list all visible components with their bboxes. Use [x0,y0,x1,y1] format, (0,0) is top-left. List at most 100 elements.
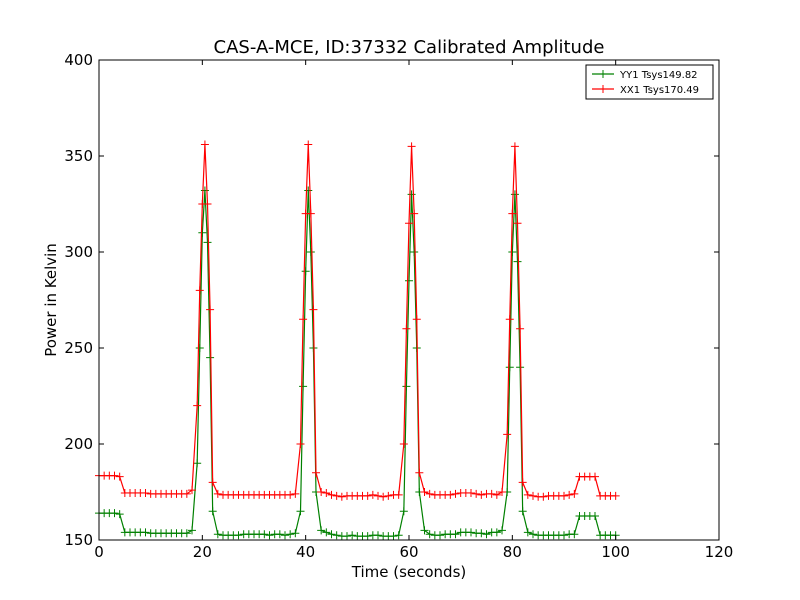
data-point [213,489,222,498]
data-point [291,529,300,538]
data-point [446,490,455,499]
data-point [200,186,209,195]
data-point [327,530,336,539]
data-point [337,492,346,501]
data-point [301,267,310,276]
data-point [394,490,403,499]
data-point [467,528,475,537]
data-point [402,324,411,333]
data-point [407,190,416,199]
data-point [374,491,382,500]
data-point [518,507,527,516]
data-point [498,526,506,535]
data-point [492,490,501,499]
data-point [508,248,517,256]
data-point [281,531,289,540]
data-point [415,468,424,477]
data-point [379,492,388,501]
data-point [208,478,217,487]
data-point [309,305,318,314]
data-point [513,219,522,228]
data-point [193,401,202,410]
data-point [260,530,269,539]
data-point [327,490,336,499]
data-point [312,468,320,477]
data-point [200,140,209,149]
y-axis-label: Power in Kelvin [42,243,60,357]
data-point [591,472,599,481]
data-point [482,530,491,539]
data-point [182,529,191,538]
data-point [317,488,326,496]
legend-box [585,64,714,100]
y-tick-label: 350 [64,147,93,165]
legend-marker [599,85,607,93]
x-tick-label: 20 [193,543,212,561]
data-point [510,142,519,151]
data-point [591,512,599,520]
ticks-layer: 0 20 40 60 80 100 120 150 200 250 300 350 400 [64,51,733,561]
data-point [213,530,222,539]
data-point [363,491,372,500]
data-point [110,509,119,518]
data-point [317,526,326,535]
data-point [363,532,372,541]
data-point [402,382,411,391]
data-point [193,459,202,468]
data-point [394,531,403,540]
data-point [332,491,341,500]
data-point [206,305,215,314]
data-point [275,530,284,539]
data-point [410,248,419,256]
data-point [304,186,313,195]
data-point [332,531,341,540]
data-point [565,490,574,499]
series-1 [95,140,620,501]
data-point [508,209,517,218]
legend-marker [599,70,607,78]
data-point [560,531,568,540]
data-point [203,238,212,247]
y-tick-label: 150 [64,531,93,549]
y-tick-label: 200 [64,435,93,453]
data-point [523,490,532,499]
data-point [412,315,421,324]
data-point [389,532,398,541]
x-tick-label: 120 [705,543,734,561]
data-point [115,472,124,481]
data-point [198,228,207,237]
data-point [529,530,537,539]
data-point [425,530,434,539]
data-point [304,140,313,149]
data-point [467,488,475,497]
x-tick-label: 40 [296,543,315,561]
data-point [420,526,429,535]
data-point [299,315,308,324]
data-point [570,530,579,539]
data-point [265,531,274,540]
data-point [115,510,124,519]
data-point [306,248,315,256]
data-point [510,190,519,199]
data-point [203,200,212,208]
data-point [425,489,434,498]
data-point [368,490,377,499]
data-point [322,488,331,497]
data-point [399,440,408,448]
y-tick-label: 300 [64,243,93,261]
data-point [206,353,215,362]
data-point [348,531,357,540]
data-point [306,209,315,218]
legend: YY1 Tsys149.82 XX1 Tsys170.49 [585,64,714,100]
x-tick-label: 80 [503,543,522,561]
data-point [477,529,486,538]
data-point [291,489,300,498]
data-point [374,531,382,540]
data-point [505,315,514,324]
data-point [498,488,506,496]
data-point [322,528,331,537]
series-layer [95,140,620,541]
data-point [516,324,525,333]
